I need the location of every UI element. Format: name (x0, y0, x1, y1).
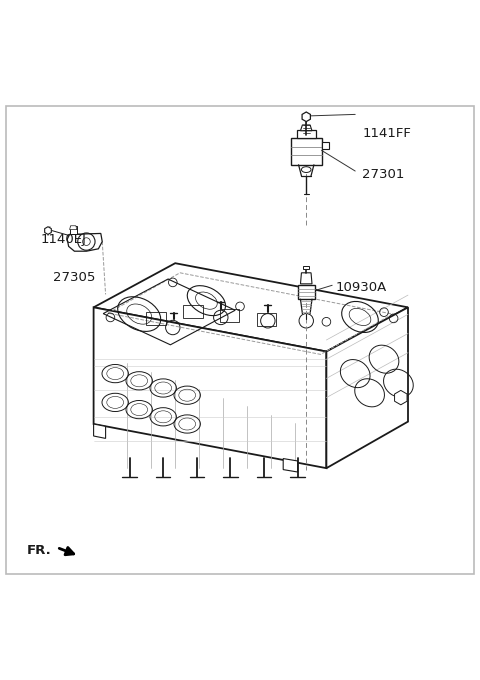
Polygon shape (70, 226, 77, 235)
Polygon shape (300, 273, 312, 284)
Text: 27301: 27301 (362, 168, 405, 181)
Text: 27305: 27305 (53, 271, 95, 284)
Text: 10930A: 10930A (336, 281, 387, 294)
Polygon shape (298, 285, 315, 299)
Polygon shape (283, 458, 298, 472)
Polygon shape (291, 139, 322, 165)
Polygon shape (94, 424, 106, 439)
Polygon shape (45, 226, 51, 235)
Polygon shape (322, 142, 329, 149)
Polygon shape (395, 390, 407, 405)
Polygon shape (94, 307, 326, 468)
Polygon shape (94, 263, 408, 352)
Ellipse shape (301, 167, 311, 173)
Polygon shape (67, 233, 102, 251)
Text: 1140EJ: 1140EJ (41, 233, 87, 245)
Polygon shape (326, 307, 408, 468)
Text: FR.: FR. (26, 544, 51, 557)
Polygon shape (303, 266, 309, 269)
Polygon shape (302, 112, 311, 122)
Polygon shape (300, 125, 312, 131)
Text: 1141FF: 1141FF (362, 127, 411, 140)
Polygon shape (297, 130, 316, 139)
Polygon shape (70, 226, 77, 230)
